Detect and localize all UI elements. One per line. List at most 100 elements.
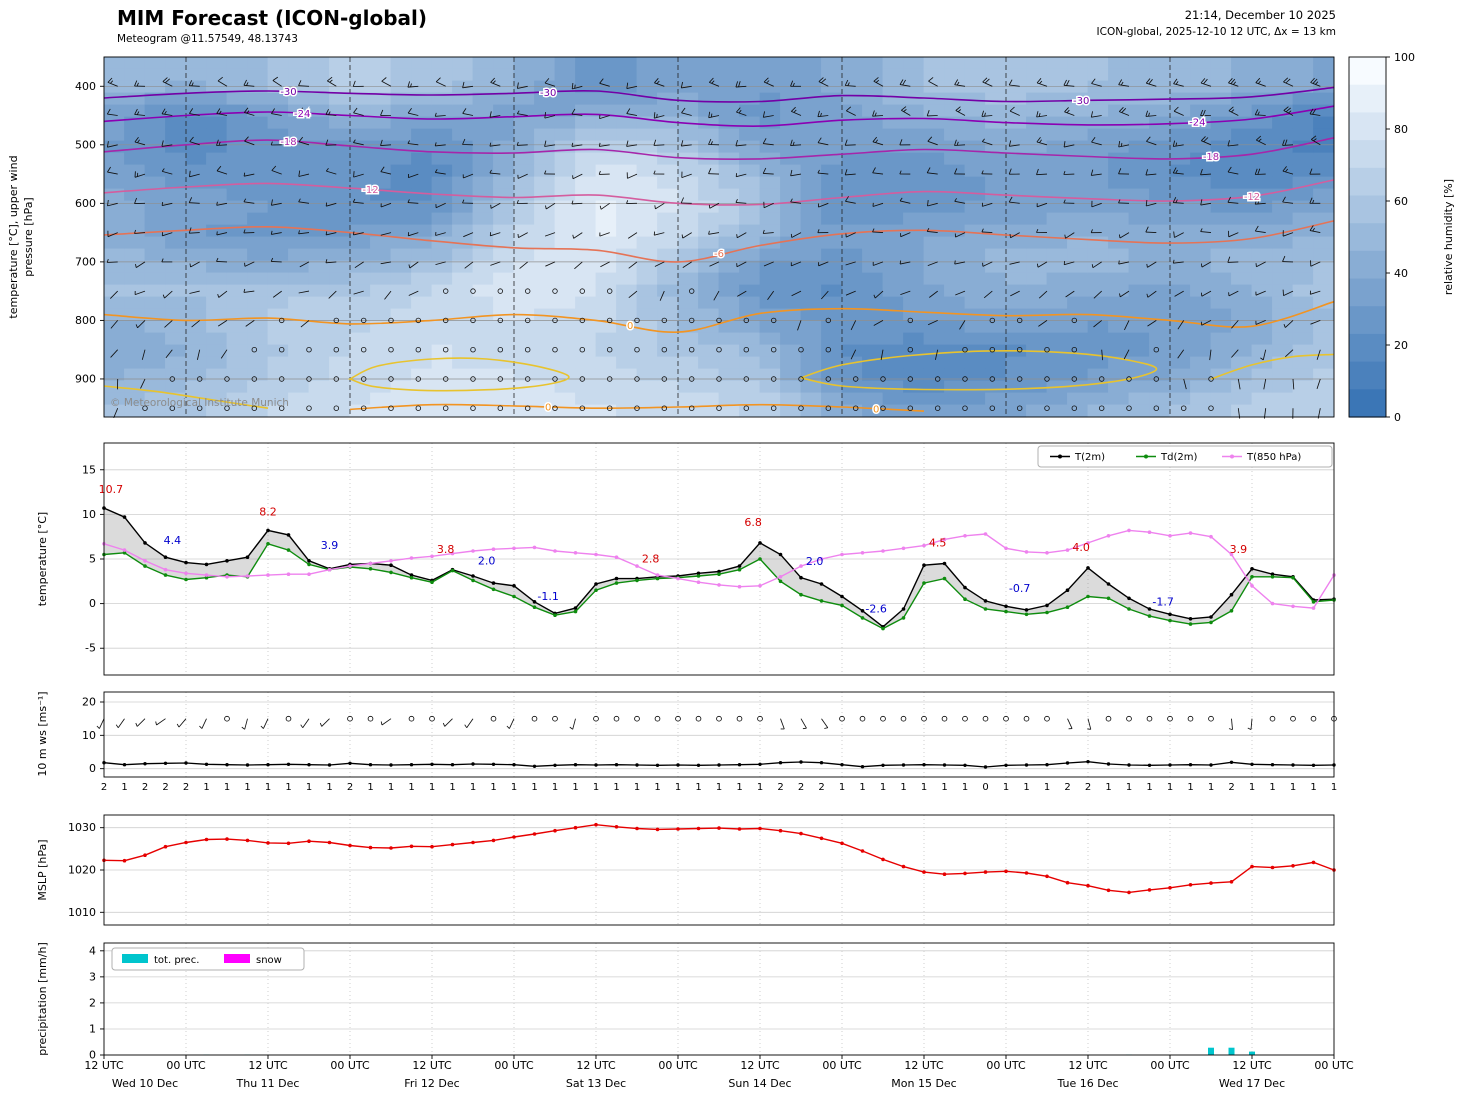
legend-entry-label: Td(2m) — [1160, 452, 1197, 463]
wind-speed-value: 0 — [982, 782, 988, 793]
wind-speed-value: 1 — [224, 782, 230, 793]
svg-text:60: 60 — [1394, 195, 1408, 208]
svg-text:0: 0 — [1394, 411, 1401, 424]
temp-extreme-label: 4.4 — [164, 534, 182, 547]
isotherm-contour — [1210, 353, 1335, 380]
time-tick-label: 12 UTC — [904, 1059, 944, 1072]
time-tick-label: 00 UTC — [1314, 1059, 1354, 1072]
wind-speed-value: 1 — [531, 782, 537, 793]
day-label: Wed 10 Dec — [112, 1077, 178, 1090]
legend-entry-label: T(2m) — [1074, 452, 1105, 463]
wind-speed-value: 1 — [1269, 782, 1275, 793]
svg-text:1: 1 — [89, 1022, 96, 1035]
temp-extreme-label: -0.7 — [1009, 582, 1030, 595]
wind-speed-value: 1 — [1331, 782, 1337, 793]
wind-speed-value: 1 — [634, 782, 640, 793]
wind-speed-value: 1 — [1290, 782, 1296, 793]
wind-speed-value: 1 — [429, 782, 435, 793]
temp-extreme-label: 4.5 — [929, 537, 947, 550]
wind-speed-value: 1 — [1167, 782, 1173, 793]
isotherm-label: -30 — [280, 87, 296, 98]
precip-bar — [1249, 1051, 1255, 1055]
svg-text:4: 4 — [89, 944, 96, 957]
wind-speed-value: 1 — [203, 782, 209, 793]
wind-speed-value: 1 — [1249, 782, 1255, 793]
day-label: Tue 16 Dec — [1056, 1077, 1118, 1090]
mslp-panel: 1010 1020 1030 MSLP [hPa] — [36, 814, 1336, 926]
wind-speed-value: 1 — [900, 782, 906, 793]
isotherm-label: -12 — [362, 185, 378, 196]
wind-speed-value: 2 — [101, 782, 107, 793]
time-tick-label: 12 UTC — [412, 1059, 452, 1072]
model-info: ICON-global, 2025-12-10 12 UTC, Δx = 13 … — [1096, 26, 1336, 38]
wind-speed-value: 1 — [490, 782, 496, 793]
wind-speed-value: 1 — [1023, 782, 1029, 793]
wind-speed-value: 2 — [142, 782, 148, 793]
svg-text:1010: 1010 — [68, 906, 96, 919]
isotherm-label: -30 — [540, 88, 556, 99]
isotherm-contour — [103, 179, 1335, 206]
watermark: © Meteorological Institute Munich — [110, 397, 289, 409]
time-tick-label: 00 UTC — [658, 1059, 698, 1072]
isotherm-contour — [349, 403, 925, 412]
isotherm-label: 0 — [545, 402, 551, 413]
svg-text:5: 5 — [89, 553, 96, 566]
isotherm-contour — [103, 86, 1335, 103]
wind-speed-value: 1 — [1146, 782, 1152, 793]
precip-ylabel: precipitation [mm/h] — [36, 942, 49, 1056]
wind-speed-value: 1 — [593, 782, 599, 793]
time-tick-label: 00 UTC — [494, 1059, 534, 1072]
wind-speed-value: 2 — [347, 782, 353, 793]
temp-extreme-label: 3.9 — [321, 539, 339, 552]
wind-speed-value: 2 — [1228, 782, 1234, 793]
isotherm-contour — [347, 357, 570, 392]
temp-extreme-label: -2.6 — [865, 603, 886, 616]
isotherm-label: 0 — [873, 404, 879, 415]
time-tick-label: 12 UTC — [248, 1059, 288, 1072]
timestamp: 21:14, December 10 2025 — [1184, 8, 1336, 22]
precip-legend: tot. prec. snow — [111, 947, 305, 971]
svg-text:20: 20 — [1394, 339, 1408, 352]
time-tick-label: 12 UTC — [84, 1059, 124, 1072]
svg-text:40: 40 — [1394, 267, 1408, 280]
temp-extreme-label: 4.0 — [1072, 541, 1090, 554]
wind-speed-value: 1 — [285, 782, 291, 793]
svg-text:0: 0 — [89, 597, 96, 610]
wind-speed-value: 1 — [572, 782, 578, 793]
wind-speed-value: 1 — [367, 782, 373, 793]
time-tick-label: 00 UTC — [822, 1059, 862, 1072]
wind-speed-value: 1 — [1003, 782, 1009, 793]
wind-speed-value: 1 — [613, 782, 619, 793]
temp-extreme-label: 3.9 — [1230, 543, 1248, 556]
wind-speed-value: 1 — [470, 782, 476, 793]
wind-speed-value: 1 — [654, 782, 660, 793]
temperature-ylabel: temperature [°C] — [36, 512, 49, 606]
humidity-colorbar: 0 20 40 60 80 100 relative humidity [%] — [1348, 51, 1455, 424]
svg-text:1020: 1020 — [68, 864, 96, 877]
svg-text:2: 2 — [89, 996, 96, 1009]
temp-extreme-label: 2.0 — [478, 554, 496, 567]
wind-speed-value: 1 — [408, 782, 414, 793]
isotherm-contour — [103, 220, 1335, 263]
svg-text:0: 0 — [89, 762, 96, 775]
wind-ylabel: 10 m ws [ms⁻¹] — [36, 691, 49, 776]
day-label: Sat 13 Dec — [566, 1077, 626, 1090]
isotherm-label: -24 — [294, 109, 310, 120]
wind-speed-value: 1 — [244, 782, 250, 793]
time-tick-label: 12 UTC — [740, 1059, 780, 1072]
wind-speed-value: 1 — [941, 782, 947, 793]
time-tick-label: 00 UTC — [986, 1059, 1026, 1072]
temp-extreme-label: -1.1 — [537, 590, 558, 603]
wind-speed-value: 1 — [511, 782, 517, 793]
svg-text:15: 15 — [82, 463, 96, 476]
precip-bar — [1208, 1047, 1214, 1055]
isotherm-label: -18 — [1203, 152, 1219, 163]
wind-speed-value: 2 — [162, 782, 168, 793]
svg-text:500: 500 — [75, 138, 96, 151]
precip-bar — [1228, 1047, 1235, 1055]
svg-text:600: 600 — [75, 197, 96, 210]
svg-text:1030: 1030 — [68, 821, 96, 834]
humidity-panel-ylabel-2: pressure [hPa] — [22, 197, 35, 276]
